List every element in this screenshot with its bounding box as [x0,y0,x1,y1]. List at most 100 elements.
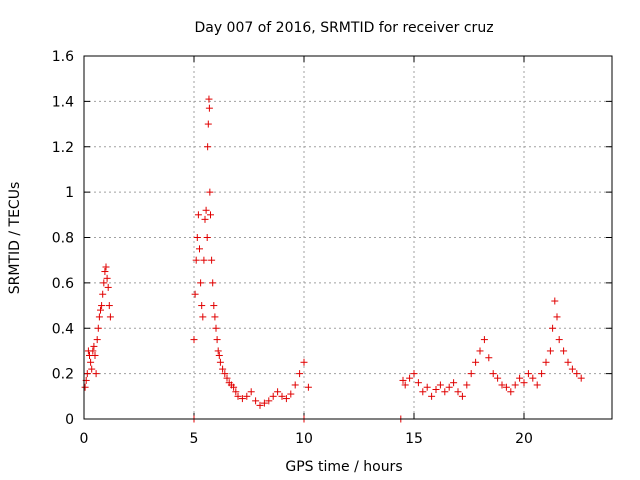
data-point [243,392,251,400]
data-point [234,392,242,400]
data-point [88,365,96,373]
data-point [211,313,219,321]
data-point [577,374,585,382]
data-point [192,256,200,264]
data-point [212,324,220,332]
data-point [202,206,210,214]
data-point [524,370,532,378]
data-point [205,95,213,103]
data-point [209,279,217,287]
data-point [205,104,213,112]
y-tick-label: 0.6 [52,276,74,292]
data-point [198,302,206,310]
data-point [573,370,581,378]
data-point [419,388,427,396]
data-point [81,383,89,391]
data-point [516,374,524,382]
data-point [467,370,475,378]
data-point [489,370,497,378]
data-point [89,347,97,355]
data-point [193,234,201,241]
data-point [93,336,101,344]
x-tick-label: 10 [295,431,313,447]
y-tick-label: 0.4 [52,321,74,337]
data-point [278,392,286,400]
y-axis-label: SRMTID / TECUs [7,182,23,295]
data-point [274,388,282,396]
data-point [414,379,422,387]
data-point [210,302,218,310]
data-point [206,188,214,196]
data-point [542,358,550,366]
data-point [529,374,537,382]
data-point [480,336,488,344]
data-point [201,215,209,223]
data-point [91,351,99,359]
data-point [197,279,205,287]
data-point [401,381,409,389]
data-point [454,388,462,396]
data-point [216,358,224,366]
data-point [304,383,312,391]
data-point [428,392,436,400]
y-tick-label: 1.2 [52,140,74,156]
data-point [560,347,568,355]
data-point [296,370,304,378]
x-tick-label: 5 [190,431,199,447]
data-point [432,386,440,394]
data-point [485,354,493,362]
data-point [95,313,103,321]
data-point [207,211,214,219]
data-point [204,143,212,151]
data-point [511,381,519,389]
data-point [498,381,506,389]
data-point [520,379,528,387]
data-point [287,390,295,398]
data-point [223,374,231,382]
data-point [549,324,557,332]
data-point [494,374,502,382]
data-point [269,392,277,400]
data-point [104,283,112,291]
data-point [105,302,113,310]
data-point [551,297,559,305]
data-point [219,365,227,373]
data-point [221,370,229,378]
data-point [92,370,100,378]
data-point [190,336,198,344]
data-point [99,290,107,298]
data-point [507,388,515,396]
data-point [260,399,268,407]
x-tick-label: 15 [405,431,423,447]
data-point [213,336,221,344]
x-tick-label: 0 [80,431,89,447]
data-point [441,388,449,396]
data-points [81,95,585,423]
x-tick-label: 20 [515,431,533,447]
data-point [399,376,407,384]
y-tick-label: 0.8 [52,231,74,247]
data-point [472,358,480,366]
data-point [546,347,554,355]
data-point [102,263,110,271]
data-point [252,397,260,405]
data-point [291,381,299,389]
data-point [106,313,114,321]
data-point [203,234,211,241]
data-point [232,388,240,396]
grid-layer [84,56,612,419]
data-point [215,351,223,359]
data-point [410,370,418,378]
data-point [97,306,104,314]
data-point [214,347,222,355]
data-point [450,379,458,387]
y-tick-label: 0.2 [52,367,74,383]
data-point [83,370,91,378]
data-point [98,302,106,310]
data-point [265,397,273,405]
data-point [238,395,246,403]
x-axis-label: GPS time / hours [285,459,402,475]
data-point [100,279,108,287]
